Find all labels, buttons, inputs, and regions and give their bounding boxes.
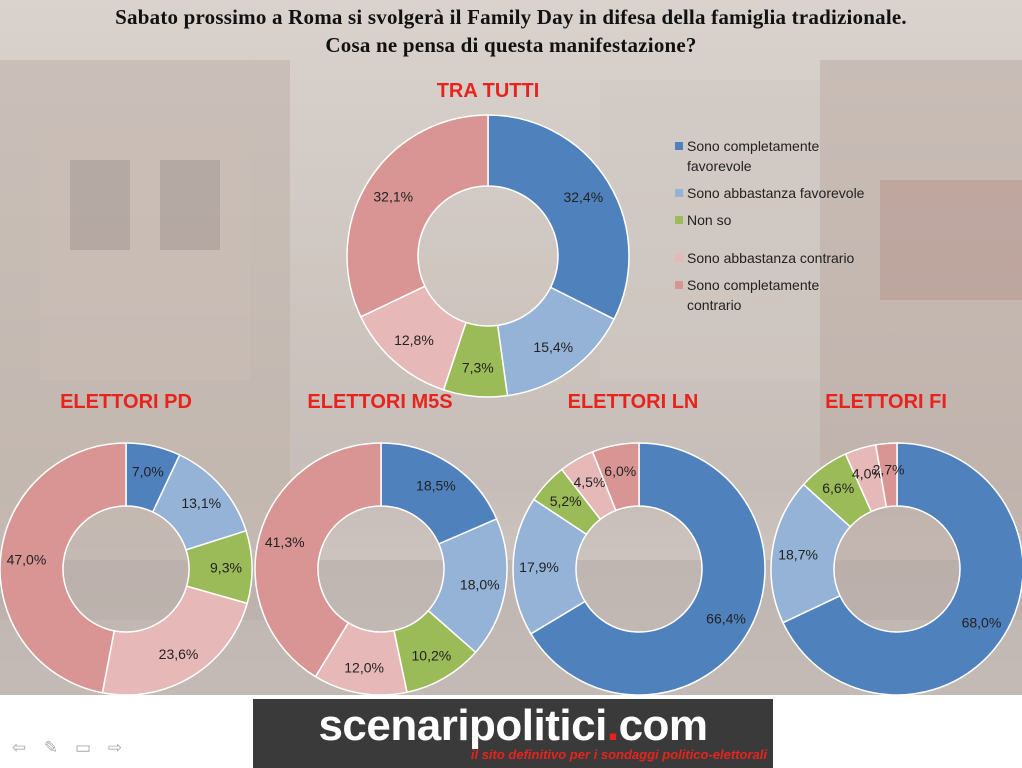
site-banner[interactable]: scenaripolitici.com il sito definitivo p… (253, 699, 773, 768)
data-label: 66,4% (706, 610, 746, 626)
data-label: 12,8% (394, 332, 434, 348)
legend-label: Sono abbastanza favorevole (687, 185, 865, 201)
legend-label: Sono completamente contrario (687, 277, 820, 313)
legend-swatch (675, 189, 683, 197)
donut-slice (0, 442, 127, 694)
legend-swatch (675, 254, 683, 262)
data-label: 7,3% (462, 360, 494, 376)
donut-charts: 32,4% 15,4% 7,3% 12,8% 32,1% 7,0% 13,1% 9,3% 23,… (0, 114, 1022, 695)
donut-slice (346, 114, 489, 318)
data-label: 41,3% (265, 534, 305, 550)
data-label: 10,2% (412, 647, 452, 663)
chart-title-elettori-pd: ELETTORI PD (60, 391, 192, 413)
data-label: 12,0% (344, 660, 384, 676)
menu-icon[interactable]: ▭ (74, 738, 92, 757)
logo-dot: . (606, 701, 619, 750)
chart-title-line-1: Sabato prossimo a Roma si svolgerà il Fa… (115, 5, 907, 29)
data-label: 18,7% (778, 546, 818, 562)
legend-item: Sono abbastanza favorevole (675, 183, 865, 203)
logo-part-a: scenaripolitici (318, 701, 607, 750)
legend-swatch (675, 216, 683, 224)
legend-item: Sono abbastanza contrario (675, 248, 865, 268)
legend-swatch (675, 142, 683, 150)
donut-slice (874, 442, 898, 508)
data-label: 2,7% (873, 461, 905, 477)
chart-title-line-2: Cosa ne pensa di questa manifestazione? (325, 33, 697, 57)
data-label: 68,0% (962, 615, 1002, 631)
donut-slice (254, 442, 382, 678)
legend-label: Sono abbastanza contrario (687, 250, 855, 266)
data-label: 9,3% (210, 559, 242, 575)
chart-title-elettori-ln: ELETTORI LN (567, 391, 699, 413)
data-label: 32,1% (373, 188, 413, 204)
legend-item: Non so (675, 210, 865, 230)
legend-label: Sono completamente favorevole (687, 138, 820, 174)
data-label: 17,9% (519, 559, 559, 575)
data-label: 6,6% (822, 480, 854, 496)
data-label: 6,0% (604, 463, 636, 479)
data-label: 18,5% (416, 477, 456, 493)
donut-slice (101, 585, 249, 695)
data-label: 4,0% (852, 465, 884, 481)
data-label: 15,4% (533, 339, 573, 355)
donut-slice (487, 114, 630, 321)
site-logo-text: scenaripolitici.com (253, 701, 773, 751)
legend-item: Sono completamente contrario (675, 275, 865, 315)
donut-slice (591, 442, 640, 512)
chart-title-tra-tutti: TRA TUTTI (436, 80, 540, 102)
data-label: 13,1% (181, 495, 221, 511)
donut-slice (512, 498, 588, 635)
site-tagline: il sito definitivo per i sondaggi politi… (470, 747, 767, 762)
data-label: 47,0% (7, 552, 47, 568)
logo-part-b: com (618, 701, 708, 750)
legend-swatch (675, 281, 683, 289)
data-label: 5,2% (550, 493, 582, 509)
next-slide-icon[interactable]: ⇨ (107, 738, 123, 757)
data-label: 32,4% (563, 189, 603, 205)
legend: Sono completamente favorevole Sono abbas… (675, 136, 865, 322)
pen-icon[interactable]: ✎ (43, 738, 59, 757)
data-label: 23,6% (159, 646, 199, 662)
data-label: 18,0% (460, 577, 500, 593)
legend-label: Non so (687, 212, 732, 228)
donut-slice (781, 442, 1022, 695)
previous-slide-icon[interactable]: ⇦ (11, 738, 27, 757)
donut-slice (529, 442, 766, 695)
slide-navigation: ⇦ ✎ ▭ ⇨ (8, 738, 126, 760)
legend-item: Sono completamente favorevole (675, 136, 865, 176)
donut-slice (427, 517, 508, 654)
data-label: 4,5% (573, 474, 605, 490)
chart-title-elettori-m5s: ELETTORI M5S (307, 391, 453, 413)
data-label: 7,0% (132, 463, 164, 479)
chart-title-elettori-fi: ELETTORI FI (825, 391, 947, 413)
